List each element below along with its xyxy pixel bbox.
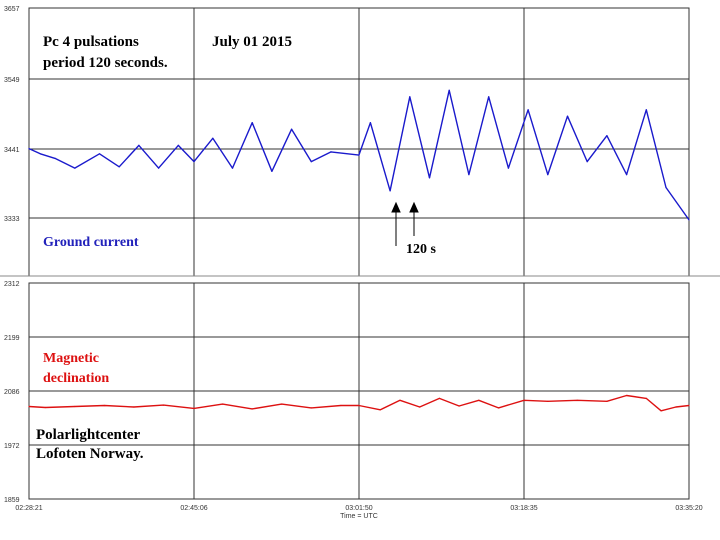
lower-y-tick: 1859 (4, 497, 20, 504)
data-point (158, 167, 160, 169)
data-point (566, 115, 569, 117)
x-tick-label: 03:01:50 (345, 505, 372, 512)
data-point (291, 128, 293, 130)
data-point (74, 405, 76, 408)
title-line-2: period 120 seconds. (43, 55, 168, 71)
data-point (310, 161, 312, 163)
data-point (193, 161, 195, 163)
data-point (645, 109, 647, 111)
x-tick-label: 03:35:20 (675, 505, 702, 512)
data-point (606, 400, 608, 402)
lower-y-tick: 1972 (4, 443, 20, 450)
period-arrowhead-left (391, 201, 401, 213)
data-point (44, 406, 46, 409)
data-point (458, 405, 460, 407)
data-point (369, 122, 371, 124)
data-point (118, 166, 120, 168)
data-point (138, 144, 140, 146)
period-label: 120 s (406, 242, 437, 257)
data-point (586, 161, 588, 163)
data-point (39, 153, 41, 155)
magnetic-declination-label: Magnetic declination (43, 351, 109, 386)
data-point (379, 409, 381, 411)
data-point (438, 397, 440, 399)
data-point (523, 399, 525, 401)
data-point (399, 399, 401, 401)
location-line-1: Polarlightcenter (36, 427, 140, 443)
data-point (675, 406, 677, 408)
period-arrowhead-right (409, 201, 419, 213)
data-point (547, 400, 549, 402)
data-point (468, 174, 470, 176)
data-point (358, 404, 360, 407)
data-point (497, 407, 500, 409)
data-point (162, 404, 165, 406)
ground-current-series (28, 89, 690, 221)
data-point (28, 405, 30, 408)
x-axis-label: Time = UTC (340, 513, 378, 520)
data-point (212, 137, 214, 139)
location-line-2: Lofoten Norway. (36, 446, 144, 462)
upper-grid (29, 8, 689, 276)
data-point (419, 406, 421, 408)
data-point (507, 167, 509, 169)
data-point (98, 153, 101, 155)
data-point (478, 399, 480, 401)
data-point (606, 135, 608, 137)
lower-grid (29, 283, 689, 499)
x-tick-label: 03:18:35 (510, 505, 537, 512)
upper-y-tick: 3441 (4, 147, 20, 154)
ground-current-label: Ground current (43, 235, 139, 250)
lower-y-tick: 2086 (4, 389, 20, 396)
data-point (251, 408, 253, 410)
data-point (645, 397, 647, 399)
data-point (448, 89, 450, 91)
data-point (665, 186, 667, 189)
data-point (340, 404, 342, 407)
data-point (54, 157, 56, 159)
data-point (133, 406, 135, 408)
lower-y-tick: 2199 (4, 335, 20, 342)
upper-y-tick: 3333 (4, 216, 20, 223)
x-tick-label: 02:28:21 (15, 505, 42, 512)
data-point (103, 404, 105, 407)
upper-y-tick: 3657 (4, 6, 20, 13)
data-point (488, 96, 490, 98)
data-point (330, 151, 332, 153)
title-line-1: Pc 4 pulsations (43, 34, 139, 50)
upper-y-tick: 3549 (4, 77, 20, 84)
data-point (626, 174, 628, 176)
period-arrows (391, 201, 419, 246)
data-point (389, 190, 391, 192)
data-point (271, 170, 273, 172)
magnetic-declination-series (28, 394, 690, 412)
data-point (28, 148, 30, 150)
lower-y-tick: 2312 (4, 281, 20, 288)
data-point (177, 144, 179, 146)
data-point (688, 219, 690, 221)
date-label: July 01 2015 (212, 34, 292, 50)
data-point (231, 167, 234, 169)
data-point (626, 394, 628, 397)
data-point (74, 167, 76, 169)
data-point (193, 407, 195, 409)
data-point (222, 403, 224, 405)
data-point (310, 407, 312, 409)
data-point (251, 122, 253, 124)
data-point (428, 177, 431, 179)
data-point (547, 174, 549, 176)
data-point (527, 109, 529, 111)
x-tick-label: 02:45:06 (180, 505, 207, 512)
data-point (660, 410, 662, 412)
data-point (688, 404, 690, 407)
data-point (358, 154, 360, 156)
data-point (281, 403, 283, 405)
data-point (409, 96, 411, 98)
data-point (576, 399, 578, 401)
